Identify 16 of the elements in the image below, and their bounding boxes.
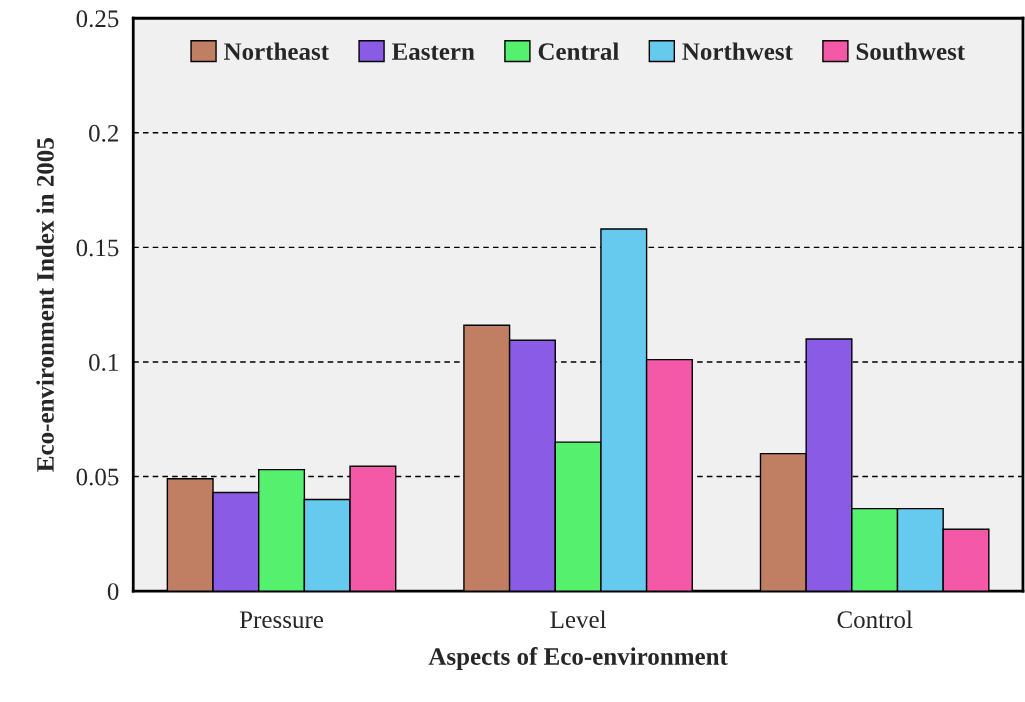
y-axis-title: Eco-environment Index in 2005 (36, 138, 54, 472)
legend-label: Northeast (224, 42, 329, 60)
legend-label: Central (538, 42, 619, 60)
y-tick-label: 0.15 (76, 239, 119, 257)
y-tick-label: 0.2 (89, 124, 118, 142)
x-axis-title: Aspects of Eco-environment (428, 647, 728, 671)
y-tick-label: 0.1 (89, 354, 118, 371)
y-tick-label: 0 (107, 583, 119, 600)
x-tick-label: Control (837, 610, 913, 629)
y-tick-label: 0.25 (76, 10, 119, 28)
legend-label: Southwest (856, 42, 966, 61)
x-tick-label: Level (550, 610, 607, 629)
legend-label: Eastern (392, 43, 475, 60)
legend-label: Northwest (682, 42, 793, 60)
y-tick-label: 0.05 (76, 468, 119, 486)
x-tick-label: Pressure (239, 611, 324, 629)
